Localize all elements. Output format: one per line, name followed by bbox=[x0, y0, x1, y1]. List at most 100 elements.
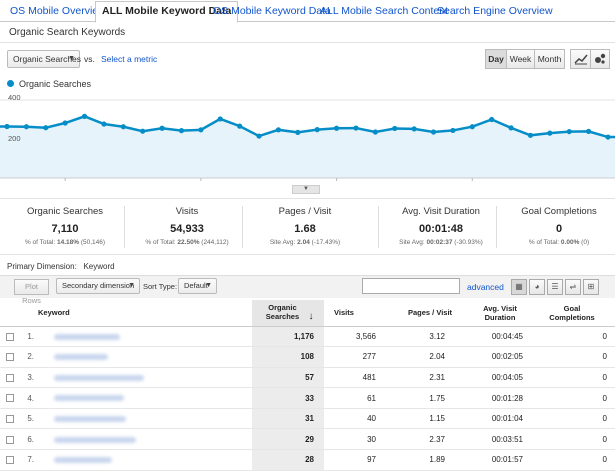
row-checkbox[interactable] bbox=[6, 394, 14, 403]
data-point bbox=[43, 125, 49, 131]
redacted-keyword bbox=[54, 333, 120, 340]
table-row[interactable]: 3. 57 481 2.31 00:04:05 0 bbox=[0, 367, 615, 389]
scorecard-divider bbox=[496, 206, 497, 248]
scorecard-label: Visits bbox=[175, 206, 199, 217]
keyword-cell[interactable] bbox=[38, 428, 252, 451]
organic-searches-chart[interactable]: 400200Mar 15Mar 22Mar 29Apr 5 bbox=[0, 92, 615, 184]
row-checkbox[interactable] bbox=[6, 373, 14, 382]
data-point bbox=[469, 124, 475, 130]
bars-icon: ☰ bbox=[551, 282, 559, 291]
chart-collapse-handle[interactable]: ▼ bbox=[292, 185, 320, 194]
tab-all-mobile-keyword-data[interactable]: ALL Mobile Keyword Data bbox=[95, 1, 239, 23]
comparison-view-button[interactable]: ⇌ bbox=[565, 279, 581, 295]
table-row[interactable]: 1. 1,176 3,566 3.12 00:04:45 0 bbox=[0, 326, 615, 348]
header-goal-completions[interactable]: Goal Completions bbox=[537, 300, 615, 327]
data-point bbox=[140, 128, 146, 134]
tab-os-mobile-keyword-data[interactable]: OS Mobile Keyword Data bbox=[213, 5, 331, 17]
keyword-cell[interactable] bbox=[38, 408, 252, 430]
performance-view-button[interactable]: ☰ bbox=[547, 279, 563, 295]
metric-select[interactable]: Organic Searches ▼ bbox=[7, 50, 82, 68]
organic-searches-cell: 57 bbox=[252, 367, 324, 389]
keyword-cell[interactable] bbox=[38, 387, 252, 409]
plot-rows-button[interactable]: Plot Rows bbox=[14, 279, 49, 305]
scorecard-value: 7,110 bbox=[51, 223, 79, 235]
organic-searches-cell: 1,176 bbox=[252, 326, 324, 348]
data-point bbox=[430, 129, 437, 135]
goal-completions-cell: 0 bbox=[537, 346, 615, 368]
goal-completions-cell: 0 bbox=[537, 428, 615, 451]
redacted-keyword bbox=[54, 395, 124, 402]
data-point bbox=[120, 124, 126, 130]
organic-searches-cell: 33 bbox=[252, 387, 324, 409]
table-view-button[interactable]: ▦ bbox=[511, 279, 527, 295]
select-metric-link[interactable]: Select a metric bbox=[101, 54, 158, 64]
header-visits[interactable]: Visits bbox=[324, 300, 386, 327]
redacted-keyword bbox=[54, 416, 126, 423]
row-checkbox[interactable] bbox=[6, 435, 14, 444]
table-row[interactable]: 5. 31 40 1.15 00:01:04 0 bbox=[0, 408, 615, 430]
secondary-dimension-label: Secondary dimension bbox=[62, 281, 135, 290]
metric-select-label: Organic Searches bbox=[13, 54, 82, 64]
line-chart-icon bbox=[573, 54, 588, 65]
keyword-cell[interactable] bbox=[38, 326, 252, 348]
keyword-cell[interactable] bbox=[38, 449, 252, 471]
pivot-view-button[interactable]: ⊞ bbox=[583, 279, 599, 295]
keyword-cell[interactable] bbox=[38, 346, 252, 368]
goal-completions-cell: 0 bbox=[537, 367, 615, 389]
avg-visit-duration-cell: 00:01:04 bbox=[465, 408, 537, 430]
header-avg-visit-duration[interactable]: Avg. Visit Duration bbox=[465, 300, 537, 327]
table-row[interactable]: 6. 29 30 2.37 00:03:51 0 bbox=[0, 428, 615, 451]
data-point bbox=[566, 128, 572, 135]
pie-icon: ◕ bbox=[534, 282, 540, 291]
data-point bbox=[23, 124, 29, 130]
keyword-cell[interactable] bbox=[38, 367, 252, 389]
scorecard-label: Organic Searches bbox=[26, 206, 104, 217]
motion-chart-button[interactable] bbox=[590, 49, 610, 69]
scorecard-comparison: % of Total: 0.00% (0) bbox=[528, 239, 590, 246]
data-point bbox=[295, 129, 301, 135]
advanced-filter-link[interactable]: advanced bbox=[467, 282, 504, 292]
row-checkbox[interactable] bbox=[6, 332, 14, 341]
header-pages-per-visit[interactable]: Pages / Visit bbox=[386, 300, 465, 327]
tab-os-mobile-overview[interactable]: OS Mobile Overview bbox=[10, 5, 106, 17]
data-point bbox=[62, 120, 68, 126]
tab-search-engine-overview[interactable]: Search Engine Overview bbox=[437, 5, 553, 17]
row-checkbox[interactable] bbox=[6, 456, 14, 465]
goal-completions-cell: 0 bbox=[537, 408, 615, 430]
row-checkbox[interactable] bbox=[6, 353, 14, 362]
scorecard: Visits 54,933 % of Total: 22.50% (244,112) bbox=[126, 204, 248, 250]
data-point bbox=[178, 128, 185, 134]
visits-cell: 481 bbox=[324, 367, 386, 389]
day-button[interactable]: Day bbox=[485, 49, 507, 69]
visits-cell: 277 bbox=[324, 346, 386, 368]
month-button[interactable]: Month bbox=[534, 49, 565, 69]
header-keyword[interactable]: Keyword bbox=[38, 300, 252, 327]
data-point bbox=[217, 116, 223, 122]
table-row[interactable]: 4. 33 61 1.75 00:01:28 0 bbox=[0, 387, 615, 409]
table-row[interactable]: 7. 28 97 1.89 00:01:57 0 bbox=[0, 449, 615, 471]
line-chart-button[interactable] bbox=[570, 49, 591, 69]
data-point bbox=[508, 125, 514, 131]
table-row[interactable]: 2. 108 277 2.04 00:02:05 0 bbox=[0, 346, 615, 368]
redacted-keyword bbox=[54, 436, 136, 443]
avg-visit-duration-cell: 00:04:05 bbox=[465, 367, 537, 389]
table-search-input[interactable] bbox=[362, 278, 460, 294]
chevron-down-icon: ▼ bbox=[68, 55, 75, 62]
tab-all-mobile-search-content[interactable]: ALL Mobile Search Content bbox=[320, 5, 449, 17]
row-index: 2. bbox=[18, 346, 38, 368]
scorecard-comparison: % of Total: 22.50% (244,112) bbox=[145, 239, 229, 246]
data-point bbox=[547, 130, 553, 136]
scorecard-value: 54,933 bbox=[170, 223, 204, 235]
week-button[interactable]: Week bbox=[506, 49, 535, 69]
scorecard-divider bbox=[378, 206, 379, 248]
visits-cell: 40 bbox=[324, 408, 386, 430]
row-checkbox[interactable] bbox=[6, 415, 14, 424]
keyword-table: Keyword Organic Searches ↓ Visits Pages … bbox=[0, 300, 615, 471]
sort-type-select[interactable]: Default ▼ bbox=[178, 278, 217, 294]
header-organic-searches[interactable]: Organic Searches ↓ bbox=[252, 300, 324, 327]
primary-dimension-label: Primary Dimension: bbox=[7, 262, 77, 271]
avg-visit-duration-cell: 00:01:57 bbox=[465, 449, 537, 471]
pie-view-button[interactable]: ◕ bbox=[529, 279, 545, 295]
scorecard-divider bbox=[124, 206, 125, 248]
secondary-dimension-select[interactable]: Secondary dimension ▼ bbox=[56, 278, 140, 294]
